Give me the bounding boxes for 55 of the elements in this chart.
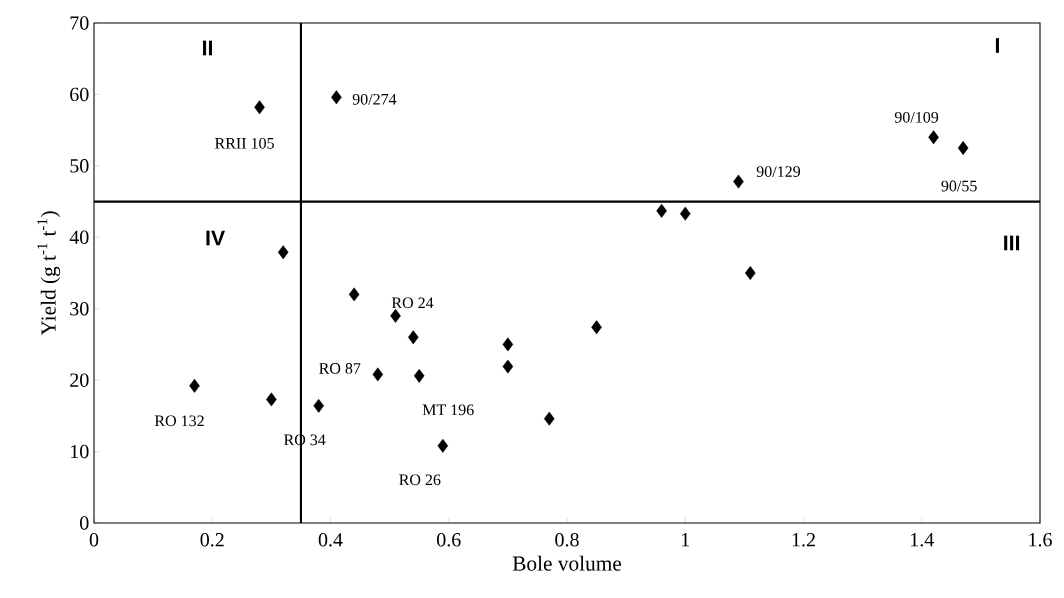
- x-tick-label: 1: [682, 533, 690, 547]
- point: [656, 203, 667, 218]
- y-tick-label: 20: [70, 373, 89, 387]
- point: [254, 100, 265, 115]
- annotation: 90/55: [941, 180, 977, 192]
- annotation: I: [995, 38, 999, 53]
- annotation: RO 24: [391, 297, 434, 309]
- y-tick-label: 40: [69, 230, 89, 245]
- point: [413, 368, 425, 383]
- x-tick-label: 0.8: [555, 533, 579, 547]
- point: [348, 287, 360, 302]
- annotation: 90/109: [894, 111, 939, 123]
- x-tick-label: 0.2: [200, 533, 224, 547]
- point: [277, 245, 289, 260]
- x-tick-label: 1.2: [792, 533, 815, 547]
- point: [928, 130, 939, 145]
- point: [189, 378, 200, 393]
- annotation: RO 132: [154, 415, 204, 427]
- point: [733, 174, 744, 189]
- annotation: 90/274: [352, 93, 397, 105]
- annotation: III: [1004, 235, 1020, 251]
- x-tick-label: 0: [89, 533, 99, 547]
- point: [313, 398, 324, 413]
- point: [957, 141, 969, 155]
- x-tick-label: 1.6: [1029, 533, 1052, 547]
- y-tick-label: 10: [71, 444, 89, 459]
- point: [502, 337, 514, 352]
- point: [591, 320, 602, 335]
- point: [502, 359, 514, 374]
- point: [679, 206, 691, 221]
- point: [437, 438, 449, 453]
- x-tick-label: 0.4: [318, 533, 343, 547]
- x-tick-label: 1.4: [911, 533, 934, 547]
- annotation: IV: [206, 230, 226, 246]
- annotation: MT 196: [422, 404, 474, 416]
- y-tick-label: 30: [70, 301, 89, 316]
- x-tick-label: 0.6: [437, 533, 461, 547]
- x-axis-title: Bole volume: [512, 555, 622, 571]
- annotation: RO 87: [319, 363, 361, 374]
- point: [390, 308, 401, 323]
- point: [331, 90, 342, 105]
- point: [266, 392, 277, 407]
- annotation: 90/129: [756, 166, 801, 177]
- y-tick-label: 50: [70, 159, 89, 173]
- y-axis-title: Yield (g t$^{-1}$ t$^{-1}$): [37, 211, 61, 336]
- point: [745, 266, 756, 280]
- point: [408, 330, 419, 345]
- point: [544, 411, 555, 426]
- y-tick-label: 0: [80, 516, 89, 530]
- annotation: II: [203, 40, 213, 56]
- y-tick-label: 70: [70, 16, 89, 30]
- y-tick-label: 60: [70, 87, 89, 102]
- annotation: RRII 105: [215, 137, 274, 149]
- point: [372, 367, 384, 382]
- annotation: RO 26: [399, 474, 441, 486]
